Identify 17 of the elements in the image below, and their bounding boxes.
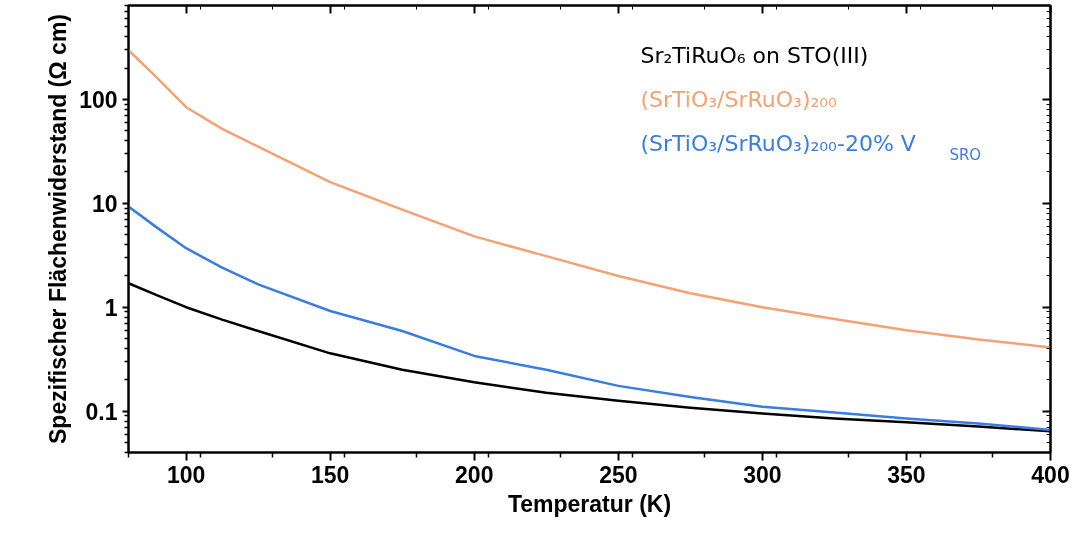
y-axis-title: Spezifischer Flächenwiderstand (Ω cm)	[45, 14, 72, 444]
x-tick-label: 300	[743, 461, 782, 488]
x-tick-label: 350	[887, 461, 926, 488]
line-series	[128, 48, 1051, 349]
text: (SrTiO₃/SrRuO₃)₂₀₀	[640, 86, 838, 112]
x-tick-label: 150	[311, 461, 350, 488]
text: Sr₂TiRuO₆ on STO(III)	[640, 42, 869, 68]
y-tick-label: 100	[79, 86, 118, 113]
x-tick-label: 400	[1031, 461, 1070, 488]
y-tick-label: 10	[91, 190, 118, 217]
x-axis-title: Temperatur (K)	[507, 490, 672, 517]
y-tick-label: 0.1	[85, 398, 118, 425]
x-tick-label: 200	[455, 461, 494, 488]
y-tick-label: 1	[104, 294, 118, 321]
line-series	[128, 205, 1051, 432]
x-tick-label: 100	[166, 461, 206, 488]
x-tick-label: 250	[599, 461, 638, 488]
